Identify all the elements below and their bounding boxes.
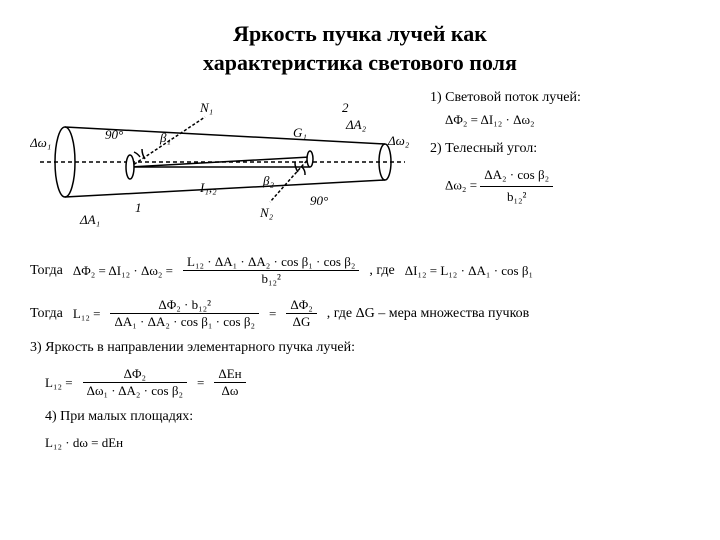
frac-3a: ΔΦ₂ Δω₁ · ΔA₂ · cos β₂ <box>83 366 187 399</box>
item-2-label: 2) Телесный угол: <box>430 138 690 160</box>
svg-text:ΔA₂: ΔA₂ <box>345 117 367 132</box>
eq-left-1: ΔΦ₂ = ΔI₁₂ · Δω₂ = <box>73 263 173 279</box>
right-equations: 1) Световой поток лучей: ΔΦ₂ = ΔI₁₂ · Δω… <box>430 87 690 242</box>
svg-text:I₁,₂: I₁,₂ <box>199 180 217 195</box>
item-3-label: 3) Яркость в направлении элементарного п… <box>30 340 690 356</box>
item-2-equation: Δω₂ = ΔA₂ · cos β₂ b₁₂² <box>445 165 690 208</box>
gde-1: , где <box>369 263 394 279</box>
eq-right-1: ΔI₁₂ = L₁₂ · ΔA₁ · cos β₁ <box>405 263 533 279</box>
frac-2b: ΔΦ₂ ΔG <box>286 297 316 330</box>
item-1-equation: ΔΦ₂ = ΔI₁₂ · Δω₂ <box>445 110 690 131</box>
eq-final: L₁₂ · dω = dEн <box>45 435 123 451</box>
svg-text:β₁: β₁ <box>159 130 171 145</box>
title-line-1: Яркость пучка лучей как <box>233 21 487 46</box>
svg-text:1: 1 <box>135 200 142 215</box>
svg-text:2: 2 <box>342 100 349 115</box>
svg-text:N₁: N₁ <box>199 100 213 115</box>
item-4-label: 4) При малых площадях: <box>45 409 690 425</box>
frac-3b: ΔEн Δω <box>214 366 245 399</box>
derivation-line-4: L₁₂ · dω = dEн <box>45 435 690 451</box>
svg-text:Δω₂: Δω₂ <box>387 133 410 148</box>
derivation-line-3: L₁₂ = ΔΦ₂ Δω₁ · ΔA₂ · cos β₂ = ΔEн Δω <box>45 366 690 399</box>
title-line-2: характеристика светового поля <box>203 50 517 75</box>
svg-text:90°: 90° <box>310 193 328 208</box>
svg-text:ΔA₁: ΔA₁ <box>79 212 100 227</box>
frac-1: L₁₂ · ΔA₁ · ΔA₂ · cos β₁ · cos β₂ b₁₂² <box>183 254 359 287</box>
ray-beam-diagram: Δω₁ ΔA₁ N₁ β₁ 90° 1 I₁,₂ β₂ N₂ 90° G₁ ΔA… <box>30 87 410 242</box>
svg-text:90°: 90° <box>105 127 123 142</box>
l12-label: L₁₂ = <box>73 306 101 322</box>
svg-text:N₂: N₂ <box>259 205 274 220</box>
frac-2a: ΔΦ₂ · b₁₂² ΔA₁ · ΔA₂ · cos β₁ · cos β₂ <box>110 297 259 330</box>
svg-text:Δω₁: Δω₁ <box>30 135 51 150</box>
page-title: Яркость пучка лучей как характеристика с… <box>30 20 690 77</box>
dg-note: , где ΔG – мера множества пучков <box>327 306 530 322</box>
svg-text:β₂: β₂ <box>262 173 274 188</box>
derivation-line-1: Тогда ΔΦ₂ = ΔI₁₂ · Δω₂ = L₁₂ · ΔA₁ · ΔA₂… <box>30 254 690 287</box>
derivation-line-2: Тогда L₁₂ = ΔΦ₂ · b₁₂² ΔA₁ · ΔA₂ · cos β… <box>30 297 690 330</box>
item-1-label: 1) Световой поток лучей: <box>430 87 690 109</box>
togda-1: Тогда <box>30 263 63 279</box>
svg-text:G₁: G₁ <box>293 125 307 140</box>
top-row: Δω₁ ΔA₁ N₁ β₁ 90° 1 I₁,₂ β₂ N₂ 90° G₁ ΔA… <box>30 87 690 242</box>
togda-2: Тогда <box>30 306 63 322</box>
